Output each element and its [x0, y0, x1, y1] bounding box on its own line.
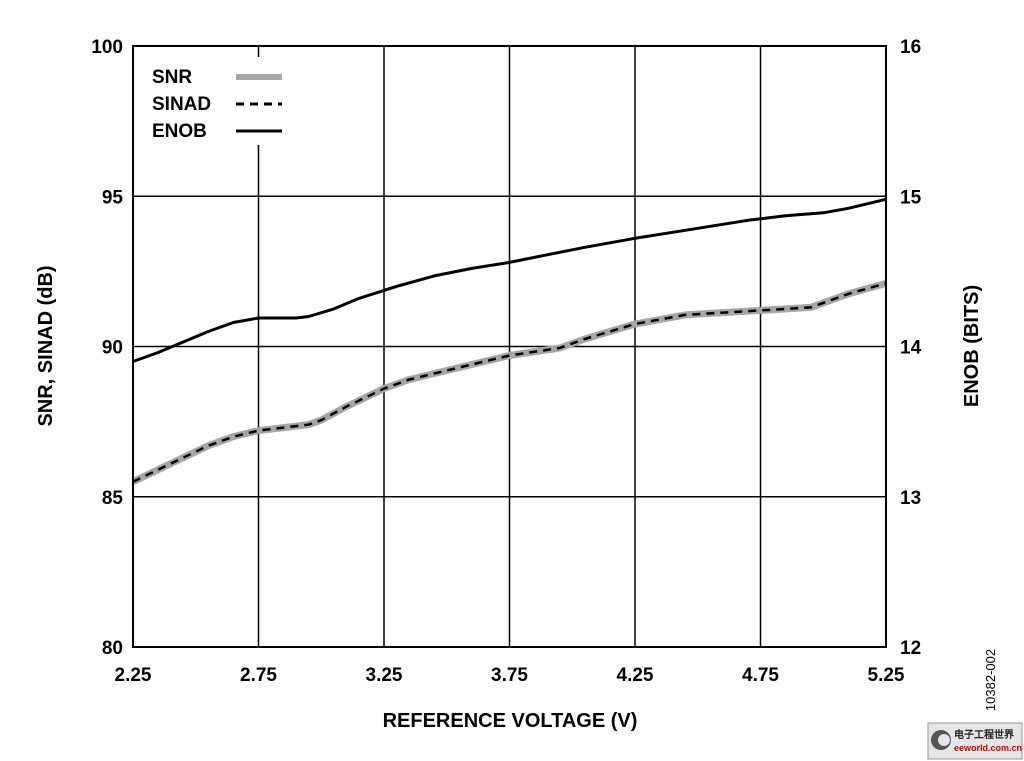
x-tick-label: 3.75	[491, 665, 528, 686]
x-tick-label: 5.25	[868, 665, 905, 686]
series-line-sinad	[132, 282, 887, 483]
series-line-enob	[132, 197, 887, 363]
y2-tick-label: 14	[900, 338, 922, 359]
y-axis-title: SNR, SINAD (dB)	[35, 265, 57, 426]
y-tick-label: 95	[102, 187, 124, 208]
series-layer	[131, 197, 887, 485]
legend-label-snr: SNR	[152, 67, 192, 88]
x-axis-title: REFERENCE VOLTAGE (V)	[383, 710, 638, 732]
x-tick-label: 3.25	[366, 665, 403, 686]
y2-tick-label: 13	[900, 488, 921, 509]
y-tick-labels: 80 85 90 95 100	[91, 37, 123, 659]
y2-tick-label: 15	[900, 187, 922, 208]
y-tick-label: 100	[91, 37, 123, 58]
watermark: 电子工程世界 eeworld.com.cn	[927, 722, 1023, 760]
watermark-line2: eeworld.com.cn	[954, 743, 1022, 753]
watermark-logo-inner-icon	[938, 734, 950, 746]
y2-tick-label: 12	[900, 638, 921, 659]
x-tick-label: 2.75	[240, 665, 277, 686]
y-tick-label: 90	[102, 338, 123, 359]
plot-frame	[132, 45, 887, 648]
legend: SNR SINAD ENOB	[145, 57, 295, 145]
figure-id: 10382-002	[983, 649, 998, 711]
x-tick-label: 2.25	[115, 665, 152, 686]
legend-label-sinad: SINAD	[152, 94, 211, 115]
x-tick-label: 4.75	[742, 665, 779, 686]
watermark-line1: 电子工程世界	[954, 728, 1014, 741]
y-tick-label: 80	[102, 638, 123, 659]
y2-tick-label: 16	[900, 37, 921, 58]
legend-label-enob: ENOB	[152, 121, 207, 142]
y2-axis-title: ENOB (BITS)	[961, 285, 983, 407]
x-tick-label: 4.25	[617, 665, 654, 686]
y-tick-label: 85	[102, 488, 124, 509]
x-tick-labels: 2.25 2.75 3.25 3.75 4.25 4.75 5.25	[115, 665, 905, 686]
y2-tick-labels: 12 13 14 15 16	[900, 37, 922, 659]
